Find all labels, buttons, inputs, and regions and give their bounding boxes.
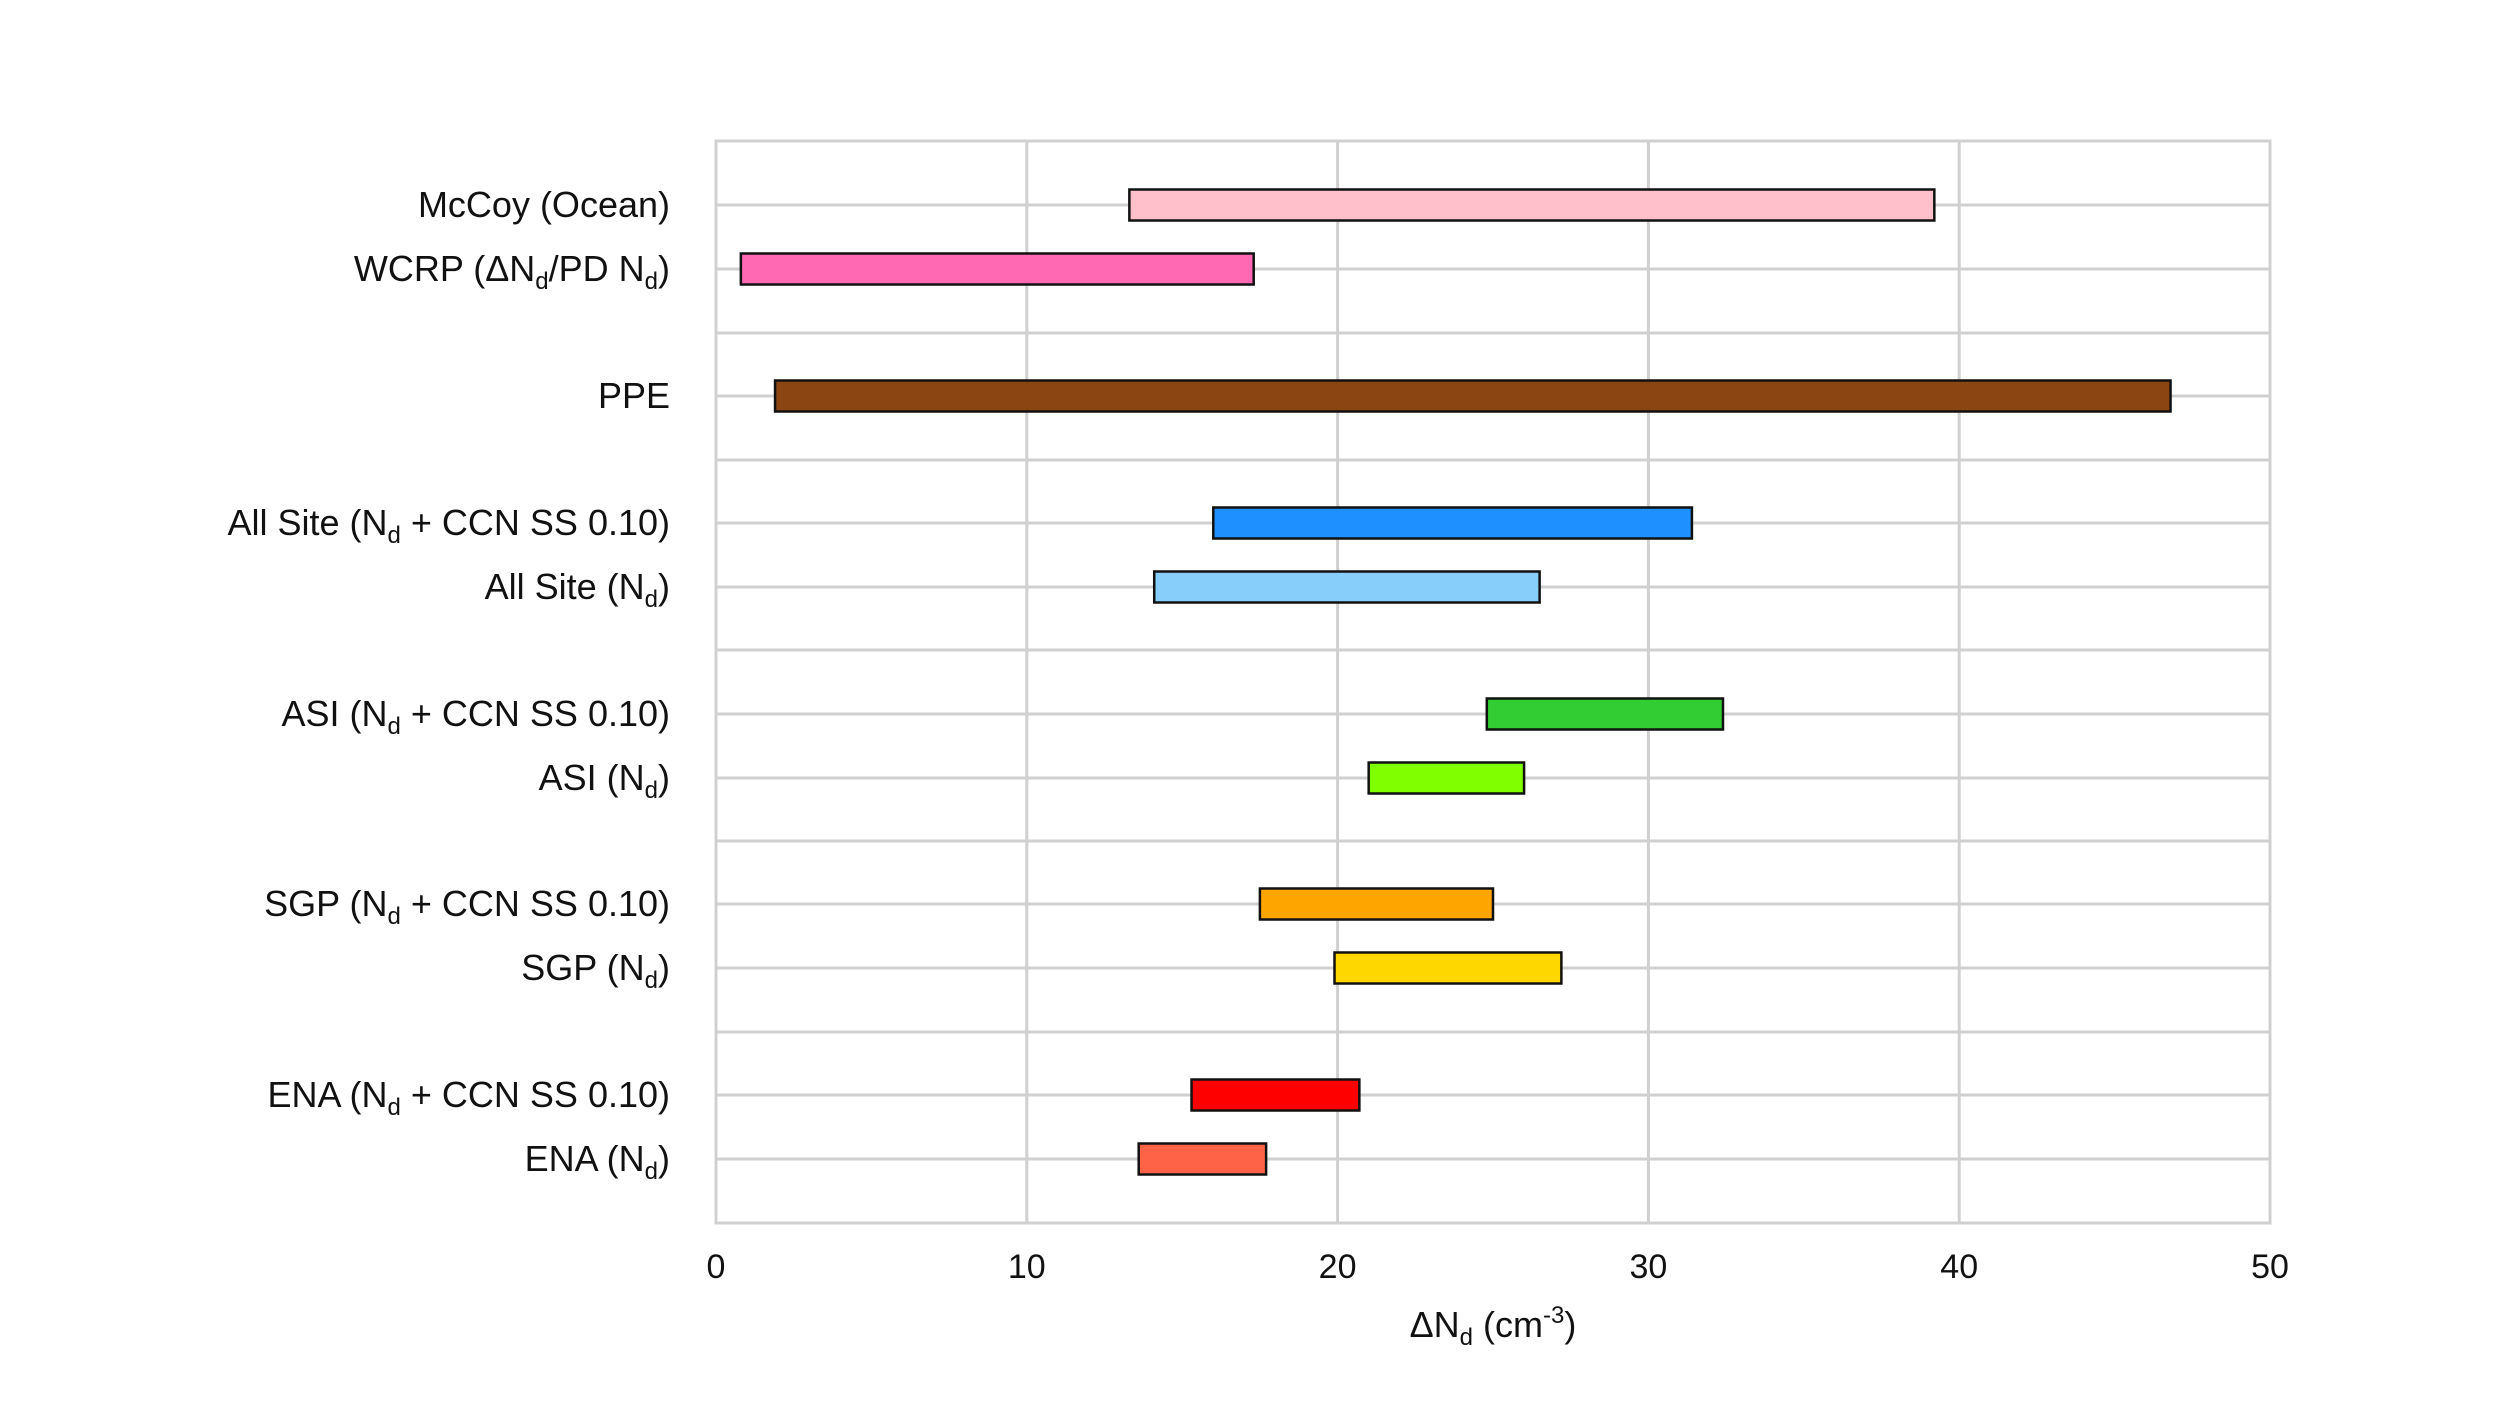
plot-area [714, 139, 2272, 1225]
x-tick-label-5: 50 [2251, 1248, 2289, 1286]
subscript: d [645, 1158, 658, 1185]
subscript: d [388, 713, 401, 740]
label-text: + CCN SS 0.10) [401, 502, 670, 543]
x-tick-label-2: 20 [1319, 1248, 1357, 1286]
range-bar-6 [1367, 761, 1526, 795]
label-text: ) [658, 947, 670, 988]
category-label-7: SGP (Nd + CCN SS 0.10) [264, 883, 670, 930]
category-label-4: All Site (Nd) [485, 566, 670, 613]
range-bar-9 [1190, 1078, 1361, 1112]
category-label-0: McCoy (Ocean) [418, 184, 670, 225]
axis-title-end: ) [1564, 1304, 1576, 1345]
range-bar-8 [1333, 951, 1563, 985]
label-text: All Site (N [485, 566, 645, 607]
x-tick-labels: 0 10 20 30 40 50 [707, 1248, 2289, 1286]
label-text: ENA (N [268, 1074, 388, 1115]
x-tick-label-4: 40 [1940, 1248, 1978, 1286]
label-text: /PD N [549, 248, 645, 289]
subscript: d [535, 268, 548, 295]
category-label-2: PPE [598, 375, 670, 416]
subscript: d [388, 1094, 401, 1121]
label-text: + CCN SS 0.10) [401, 883, 670, 924]
category-label-8: SGP (Nd) [521, 947, 670, 994]
label-text: + CCN SS 0.10) [401, 1074, 670, 1115]
axis-title-main: ΔN [1410, 1304, 1460, 1345]
subscript: d [645, 586, 658, 613]
range-bar-1 [739, 252, 1255, 286]
axis-title-sup: -3 [1543, 1302, 1564, 1329]
label-text: ASI (N [539, 757, 645, 798]
label-text: SGP (N [264, 883, 387, 924]
label-text: ) [658, 1138, 670, 1179]
label-text: SGP (N [521, 947, 644, 988]
category-label-6: ASI (Nd) [539, 757, 670, 804]
label-text: ) [658, 757, 670, 798]
label-text: ) [658, 248, 670, 289]
subscript: d [645, 268, 658, 295]
x-axis-title: ΔNd (cm-3) [1410, 1302, 1577, 1351]
range-bar-3 [1212, 506, 1694, 540]
label-text: WCRP (ΔN [354, 248, 535, 289]
category-label-5: ASI (Nd + CCN SS 0.10) [282, 693, 670, 740]
range-bar-5 [1485, 697, 1725, 731]
category-label-10: ENA (Nd) [525, 1138, 670, 1185]
subscript: d [645, 967, 658, 994]
category-label-9: ENA (Nd + CCN SS 0.10) [268, 1074, 671, 1121]
range-bar-7 [1258, 887, 1495, 921]
category-label-3: All Site (Nd + CCN SS 0.10) [228, 502, 671, 549]
category-label-1: WCRP (ΔNd/PD Nd) [354, 248, 670, 295]
x-tick-label-1: 10 [1008, 1248, 1046, 1286]
axis-title-sub: d [1460, 1324, 1473, 1351]
range-bar-2 [773, 379, 2172, 413]
subscript: d [388, 522, 401, 549]
label-text: ) [658, 566, 670, 607]
x-tick-label-3: 30 [1629, 1248, 1667, 1286]
bars [739, 188, 2172, 1176]
range-bar-0 [1128, 188, 1936, 222]
label-text: McCoy (Ocean) [418, 184, 670, 225]
subscript: d [388, 903, 401, 930]
label-text: ENA (N [525, 1138, 645, 1179]
label-text: All Site (N [228, 502, 388, 543]
label-text: + CCN SS 0.10) [401, 693, 670, 734]
axis-title-tail: (cm [1473, 1304, 1543, 1345]
label-text: PPE [598, 375, 670, 416]
x-tick-label-0: 0 [707, 1248, 726, 1286]
range-bar-10 [1137, 1142, 1268, 1176]
label-text: ASI (N [282, 693, 388, 734]
subscript: d [645, 777, 658, 804]
range-bar-4 [1152, 570, 1541, 604]
